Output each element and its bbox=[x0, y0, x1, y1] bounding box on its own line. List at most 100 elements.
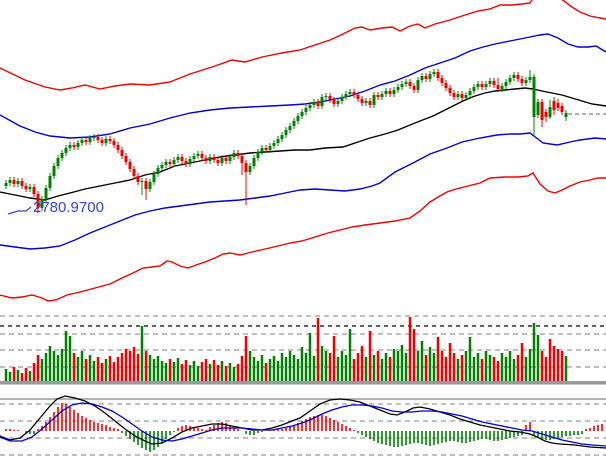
macd-histogram-bar bbox=[561, 431, 563, 437]
volume-bar bbox=[304, 353, 308, 381]
macd-histogram-bar bbox=[573, 431, 575, 435]
volume-bar bbox=[528, 349, 532, 381]
volume-bar bbox=[396, 351, 400, 381]
volume-bar bbox=[360, 346, 364, 381]
candle-body bbox=[496, 85, 500, 89]
candle-body bbox=[212, 157, 216, 160]
volume-bar bbox=[468, 337, 472, 381]
macd-histogram-bar bbox=[201, 429, 203, 431]
candle-body bbox=[80, 140, 84, 143]
macd-histogram-bar bbox=[529, 422, 531, 431]
volume-bar bbox=[100, 363, 104, 381]
volume-bar bbox=[532, 323, 536, 381]
macd-histogram-bar bbox=[385, 431, 387, 445]
candle-body bbox=[492, 81, 496, 85]
macd-histogram-bar bbox=[297, 423, 299, 431]
candle-body bbox=[116, 145, 120, 150]
candle-body bbox=[376, 95, 380, 97]
candle-body bbox=[472, 87, 476, 91]
candle-body bbox=[316, 102, 320, 106]
candle-body bbox=[176, 157, 180, 160]
macd-histogram-bar bbox=[13, 430, 15, 431]
volume-bar bbox=[476, 353, 480, 381]
volume-bar bbox=[28, 371, 32, 381]
macd-histogram-bar bbox=[405, 431, 407, 445]
macd-histogram-bar bbox=[453, 431, 455, 441]
candle-body bbox=[324, 96, 328, 97]
macd-histogram-bar bbox=[369, 431, 371, 439]
macd-histogram-bar bbox=[9, 429, 11, 431]
volume-bar bbox=[80, 351, 84, 381]
candle-body bbox=[192, 156, 196, 159]
volume-bar bbox=[436, 337, 440, 381]
candle-body bbox=[200, 154, 204, 158]
macd-histogram-bar bbox=[149, 431, 151, 452]
candle-body bbox=[24, 186, 28, 189]
candle-body bbox=[204, 158, 208, 161]
volume-bar bbox=[560, 351, 564, 381]
candle-body bbox=[544, 112, 548, 117]
volume-bar bbox=[412, 329, 416, 381]
volume-bar bbox=[48, 346, 52, 381]
macd-histogram-bar bbox=[357, 431, 359, 433]
macd-histogram-bar bbox=[133, 431, 135, 442]
volume-bar bbox=[108, 356, 112, 381]
band-middle-black bbox=[0, 87, 606, 201]
candle-body bbox=[76, 143, 80, 147]
candle-body bbox=[540, 102, 544, 120]
candle-body bbox=[460, 94, 464, 98]
candle-body bbox=[232, 153, 236, 157]
volume-bar bbox=[256, 361, 260, 381]
macd-histogram-bar bbox=[73, 410, 75, 431]
macd-histogram-bar bbox=[489, 431, 491, 440]
candle-body bbox=[264, 148, 268, 150]
macd-histogram-bar bbox=[277, 429, 279, 431]
candle-body bbox=[256, 152, 260, 158]
candle-body bbox=[560, 106, 564, 112]
volume-bar bbox=[60, 349, 64, 381]
volume-bar bbox=[488, 355, 492, 381]
volume-bar bbox=[128, 351, 132, 381]
candle-body bbox=[188, 159, 192, 164]
volume-bar bbox=[12, 367, 16, 381]
volume-bar bbox=[464, 351, 468, 381]
macd-histogram-bar bbox=[57, 407, 59, 431]
macd-histogram-bar bbox=[93, 422, 95, 431]
volume-bar bbox=[500, 353, 504, 381]
candle-body bbox=[276, 139, 280, 143]
candle-body bbox=[300, 112, 304, 116]
candle-body bbox=[84, 140, 88, 142]
candle-body bbox=[308, 105, 312, 108]
volume-bar bbox=[428, 347, 432, 381]
candle-body bbox=[408, 82, 412, 86]
candle-body bbox=[104, 139, 108, 143]
volume-bar bbox=[96, 357, 100, 381]
macd-histogram-bar bbox=[569, 431, 571, 436]
macd-histogram-bar bbox=[233, 427, 235, 431]
macd-histogram-bar bbox=[585, 429, 587, 431]
macd-histogram-bar bbox=[37, 429, 39, 431]
macd-histogram-bar bbox=[273, 430, 275, 431]
candle-body bbox=[468, 91, 472, 95]
volume-bar bbox=[296, 359, 300, 381]
price-panel: 2780.9700 bbox=[0, 0, 606, 302]
candle-body bbox=[564, 113, 568, 117]
macd-histogram-bar bbox=[501, 431, 503, 440]
volume-bar bbox=[124, 349, 128, 381]
candle-body bbox=[396, 87, 400, 90]
volume-bar bbox=[288, 351, 292, 381]
candle-body bbox=[288, 126, 292, 130]
volume-bar bbox=[352, 359, 356, 381]
volume-bar bbox=[20, 373, 24, 381]
volume-bar bbox=[324, 351, 328, 381]
volume-bar bbox=[216, 365, 220, 381]
macd-histogram-bar bbox=[389, 431, 391, 446]
macd-histogram-bar bbox=[361, 431, 363, 435]
macd-histogram-bar bbox=[541, 431, 543, 439]
candle-body bbox=[516, 75, 520, 79]
candle-body bbox=[388, 91, 392, 94]
volume-bar bbox=[448, 343, 452, 381]
volume-bar bbox=[504, 357, 508, 381]
macd-histogram-bar bbox=[161, 431, 163, 443]
candle-body bbox=[100, 140, 104, 143]
